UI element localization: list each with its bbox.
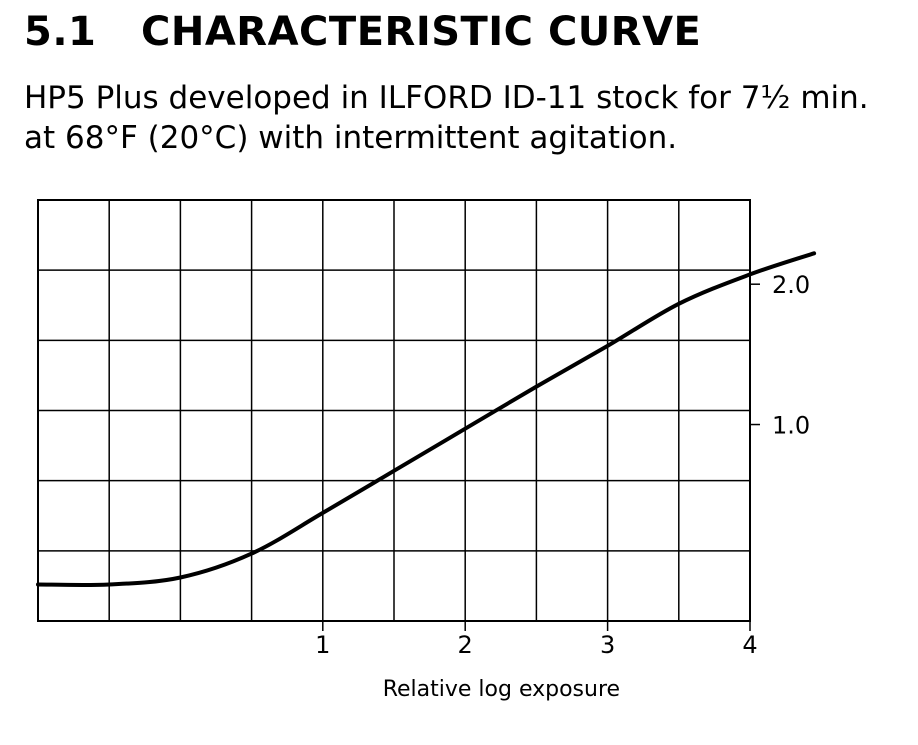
x-tick-label: 3 (600, 631, 615, 659)
caption-line-1: HP5 Plus developed in ILFORD ID-11 stock… (24, 80, 869, 116)
chart-caption: HP5 Plus developed in ILFORD ID-11 stock… (24, 78, 869, 158)
plot-frame (37, 199, 751, 622)
section-heading: 5.1 CHARACTERISTIC CURVE (24, 6, 701, 58)
grid (38, 200, 750, 621)
y-tick-label: 2.0 (772, 271, 810, 299)
section-number: 5.1 (24, 9, 97, 55)
characteristic-curve-line (36, 251, 817, 588)
caption-line-2: at 68°F (20°C) with intermittent agitati… (24, 120, 678, 156)
section-title: CHARACTERISTIC CURVE (141, 9, 702, 55)
x-tick-label: 2 (458, 631, 473, 659)
y-tick-label: 1.0 (772, 412, 810, 440)
x-tick-label: 1 (315, 631, 330, 659)
axis-labels: 1 2 3 4 1.0 2.0 (315, 271, 810, 659)
x-axis-title: Relative log exposure (383, 677, 620, 702)
x-tick-label: 4 (742, 631, 757, 659)
axis-ticks (322, 283, 760, 631)
